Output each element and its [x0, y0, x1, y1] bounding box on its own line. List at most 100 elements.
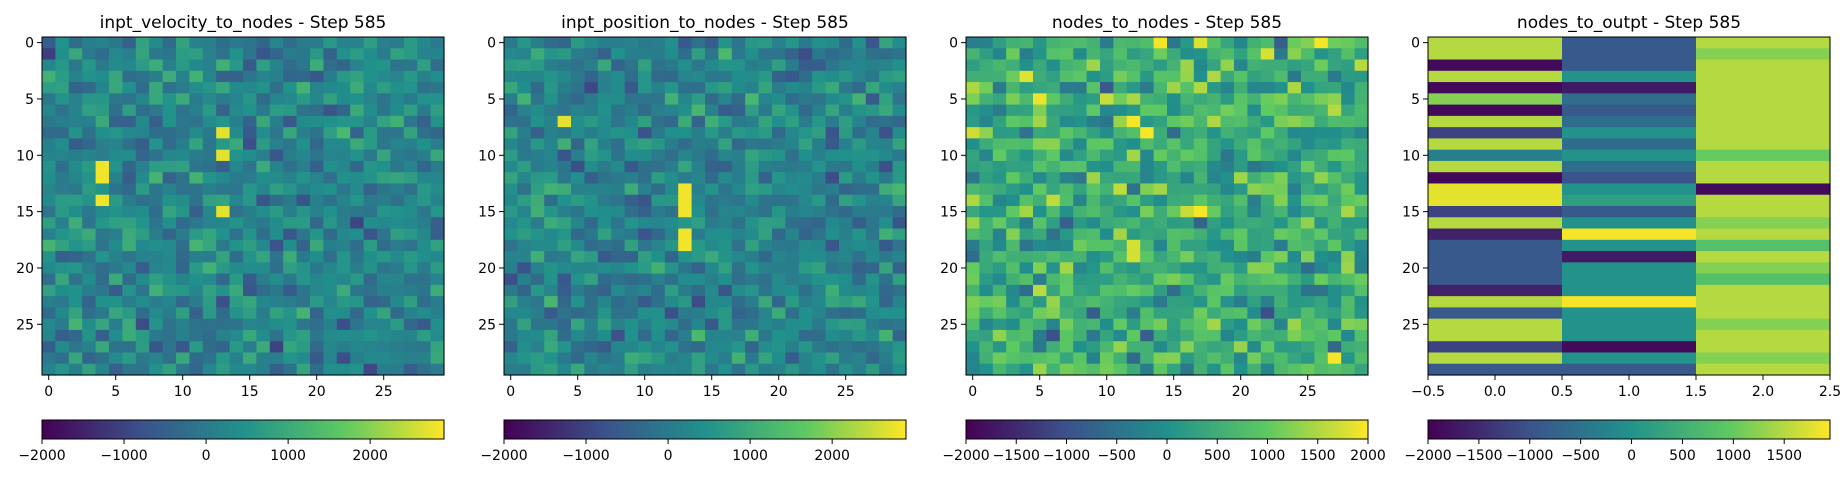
heatmap-cell — [597, 59, 612, 72]
heatmap-cell — [1274, 37, 1289, 49]
heatmap-cell — [1220, 262, 1235, 275]
heatmap-cell — [310, 59, 324, 72]
heatmap-cell — [1341, 172, 1356, 185]
heatmap-cell — [243, 307, 257, 320]
heatmap-cell — [718, 70, 733, 83]
heatmap-cell — [229, 37, 244, 49]
heatmap-cell — [544, 160, 559, 173]
heatmap-cell — [1428, 307, 1563, 320]
heatmap-cell — [879, 363, 894, 376]
heatmap-cell — [785, 70, 800, 83]
heatmap-cell — [176, 341, 190, 354]
heatmap-cell — [189, 172, 204, 185]
heatmap-cell — [517, 251, 532, 263]
heatmap-cell — [430, 273, 445, 286]
heatmap-cell — [310, 183, 324, 196]
heatmap-cell — [1428, 341, 1563, 354]
heatmap-cell — [283, 239, 298, 252]
heatmap-cell — [1059, 70, 1074, 83]
heatmap-cell — [122, 217, 137, 230]
heatmap-cell — [1153, 307, 1168, 320]
heatmap-cell — [664, 341, 679, 354]
heatmap-cell — [1167, 104, 1181, 117]
heatmap-cell — [162, 341, 177, 354]
heatmap-cell — [979, 228, 994, 241]
heatmap-cell — [55, 296, 70, 308]
heatmap-cell — [1126, 48, 1141, 61]
heatmap-cell — [651, 206, 666, 218]
heatmap-cell — [651, 48, 666, 61]
heatmap-cell — [135, 115, 150, 128]
heatmap-cell — [1140, 172, 1155, 185]
heatmap-cell — [638, 318, 652, 331]
heatmap-cell — [149, 341, 164, 354]
heatmap-cell — [1260, 329, 1275, 342]
heatmap-cell — [1100, 70, 1114, 83]
y-tick-label: 10 — [940, 148, 958, 164]
heatmap-cell — [966, 82, 980, 94]
heatmap-cell — [1073, 363, 1088, 376]
heatmap-cell — [979, 251, 994, 263]
heatmap-cell — [256, 206, 271, 218]
heatmap-cell — [557, 82, 572, 94]
heatmap-cell — [243, 183, 257, 196]
heatmap-cell — [202, 284, 217, 297]
heatmap-cell — [95, 115, 110, 128]
heatmap-cell — [705, 104, 719, 117]
heatmap-cell — [504, 37, 518, 49]
heatmap-cell — [571, 93, 585, 106]
heatmap-cell — [377, 104, 391, 117]
heatmap-cell — [1073, 206, 1088, 218]
heatmap-cell — [651, 217, 666, 230]
heatmap-cell — [1327, 183, 1342, 196]
heatmap-cell — [852, 48, 867, 61]
heatmap-cell — [336, 70, 351, 83]
heatmap-cell — [1073, 104, 1088, 117]
heatmap-cell — [135, 217, 150, 230]
heatmap-cell — [966, 37, 980, 49]
heatmap-cell — [1140, 37, 1155, 49]
heatmap-cell — [1033, 228, 1047, 241]
heatmap-cell — [149, 262, 164, 275]
heatmap-cell — [1207, 93, 1222, 106]
heatmap-cell — [852, 160, 867, 173]
colorbar-tick-label: 2000 — [1350, 448, 1386, 464]
heatmap-cell — [1314, 194, 1329, 207]
heatmap-cell — [705, 138, 719, 151]
heatmap-cell — [1153, 239, 1168, 252]
heatmap-cell — [1046, 363, 1061, 376]
heatmap-cell — [664, 228, 679, 241]
heatmap-cell — [557, 217, 572, 230]
heatmap-cell — [135, 82, 150, 94]
heatmap-cell — [979, 217, 994, 230]
heatmap-cell — [1126, 262, 1141, 275]
heatmap-cell — [390, 104, 405, 117]
heatmap-cell — [718, 37, 733, 49]
heatmap-cell — [1193, 239, 1208, 252]
heatmap-cell — [825, 172, 840, 185]
heatmap-cell — [1260, 104, 1275, 117]
heatmap-cell — [1314, 352, 1329, 365]
heatmap-cell — [571, 149, 585, 162]
heatmap-cell — [1562, 48, 1697, 61]
heatmap-cell — [624, 160, 639, 173]
heatmap-cell — [1562, 262, 1697, 275]
heatmap-cell — [390, 194, 405, 207]
heatmap-cell — [216, 194, 231, 207]
heatmap-cell — [243, 48, 257, 61]
heatmap-cell — [1046, 104, 1061, 117]
heatmap-cell — [350, 307, 365, 320]
heatmap-cell — [611, 93, 626, 106]
heatmap-cell — [162, 149, 177, 162]
colorbar — [965, 419, 1369, 440]
heatmap-cell — [1033, 194, 1047, 207]
heatmap-cell — [624, 262, 639, 275]
heatmap-cell — [879, 48, 894, 61]
heatmap-cell — [678, 352, 693, 365]
heatmap-cell — [638, 149, 652, 162]
heatmap-cell — [68, 307, 83, 320]
heatmap-cell — [825, 239, 840, 252]
heatmap-cell — [1287, 59, 1302, 72]
heatmap-cell — [678, 37, 693, 49]
heatmap-cell — [638, 183, 652, 196]
